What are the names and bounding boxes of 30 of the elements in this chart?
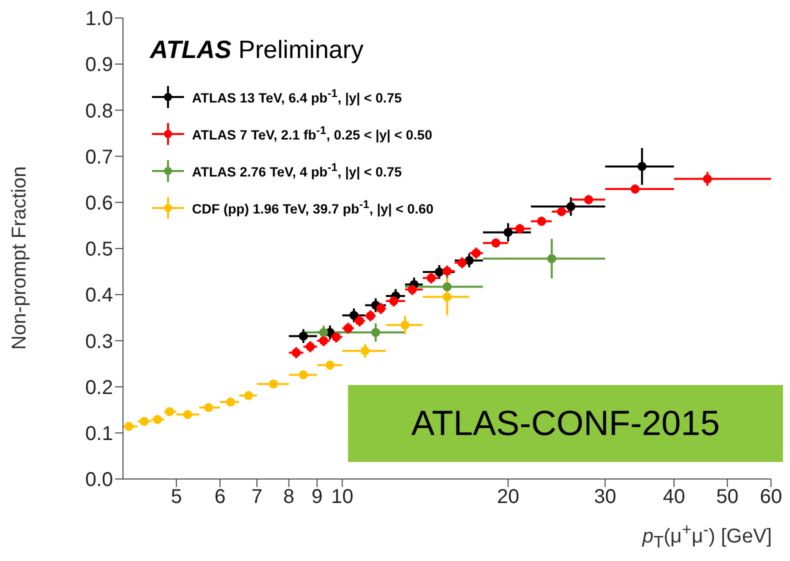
y-axis-title: Non-prompt Fraction xyxy=(8,166,32,350)
x-tick-label: 40 xyxy=(662,486,686,508)
y-tick-label: 0.3 xyxy=(85,330,113,353)
y-tick-label: 0.8 xyxy=(85,100,113,122)
x-tick-label: 30 xyxy=(594,486,616,508)
x-tick-label: 6 xyxy=(214,486,226,508)
y-tick-label: 1.0 xyxy=(85,8,113,30)
x-tick-label: 20 xyxy=(496,486,520,508)
y-tick-label: 0.6 xyxy=(85,192,113,214)
annotation: ATLAS Preliminary xyxy=(150,36,364,65)
y-tick-label: 0.1 xyxy=(85,423,113,445)
y-tick-label: 0.2 xyxy=(85,376,113,399)
y-tick-label: 0.0 xyxy=(85,469,113,492)
x-tick-label: 50 xyxy=(716,486,738,508)
legend-label: ATLAS 2.76 TeV, 4 pb$^{-1}$, |y| < 0.75 xyxy=(192,162,402,180)
legend-label: CDF (pp) 1.96 TeV, 39.7 pb$^{-1}$, |y| < 0.60 xyxy=(192,199,434,217)
y-tick-label: 0.7 xyxy=(85,146,113,168)
y-tick-label: 0.4 xyxy=(85,284,113,307)
x-axis-title: p$_{T}$(μ$^{+}$μ$^{-}$) [GeV] xyxy=(642,520,772,553)
y-tick-label: 0.9 xyxy=(85,54,113,76)
x-tick-label: 7 xyxy=(251,486,262,508)
y-tick-label: 0.5 xyxy=(85,238,113,261)
x-tick-label: 10 xyxy=(331,486,354,508)
legend-label: ATLAS 13 TeV, 6.4 pb$^{-1}$, |y| < 0.75 xyxy=(192,88,402,106)
x-tick-label: 5 xyxy=(170,486,182,508)
x-tick-label: 60 xyxy=(760,486,782,508)
legend-label: ATLAS 7 TeV, 2.1 fb$^{-1}$, 0.25 < |y| < 0.50 xyxy=(192,125,432,143)
x-tick-label: 8 xyxy=(283,486,294,508)
annotation: ATLAS-CONF-2015 xyxy=(411,404,720,444)
x-tick-label: 9 xyxy=(311,486,323,508)
